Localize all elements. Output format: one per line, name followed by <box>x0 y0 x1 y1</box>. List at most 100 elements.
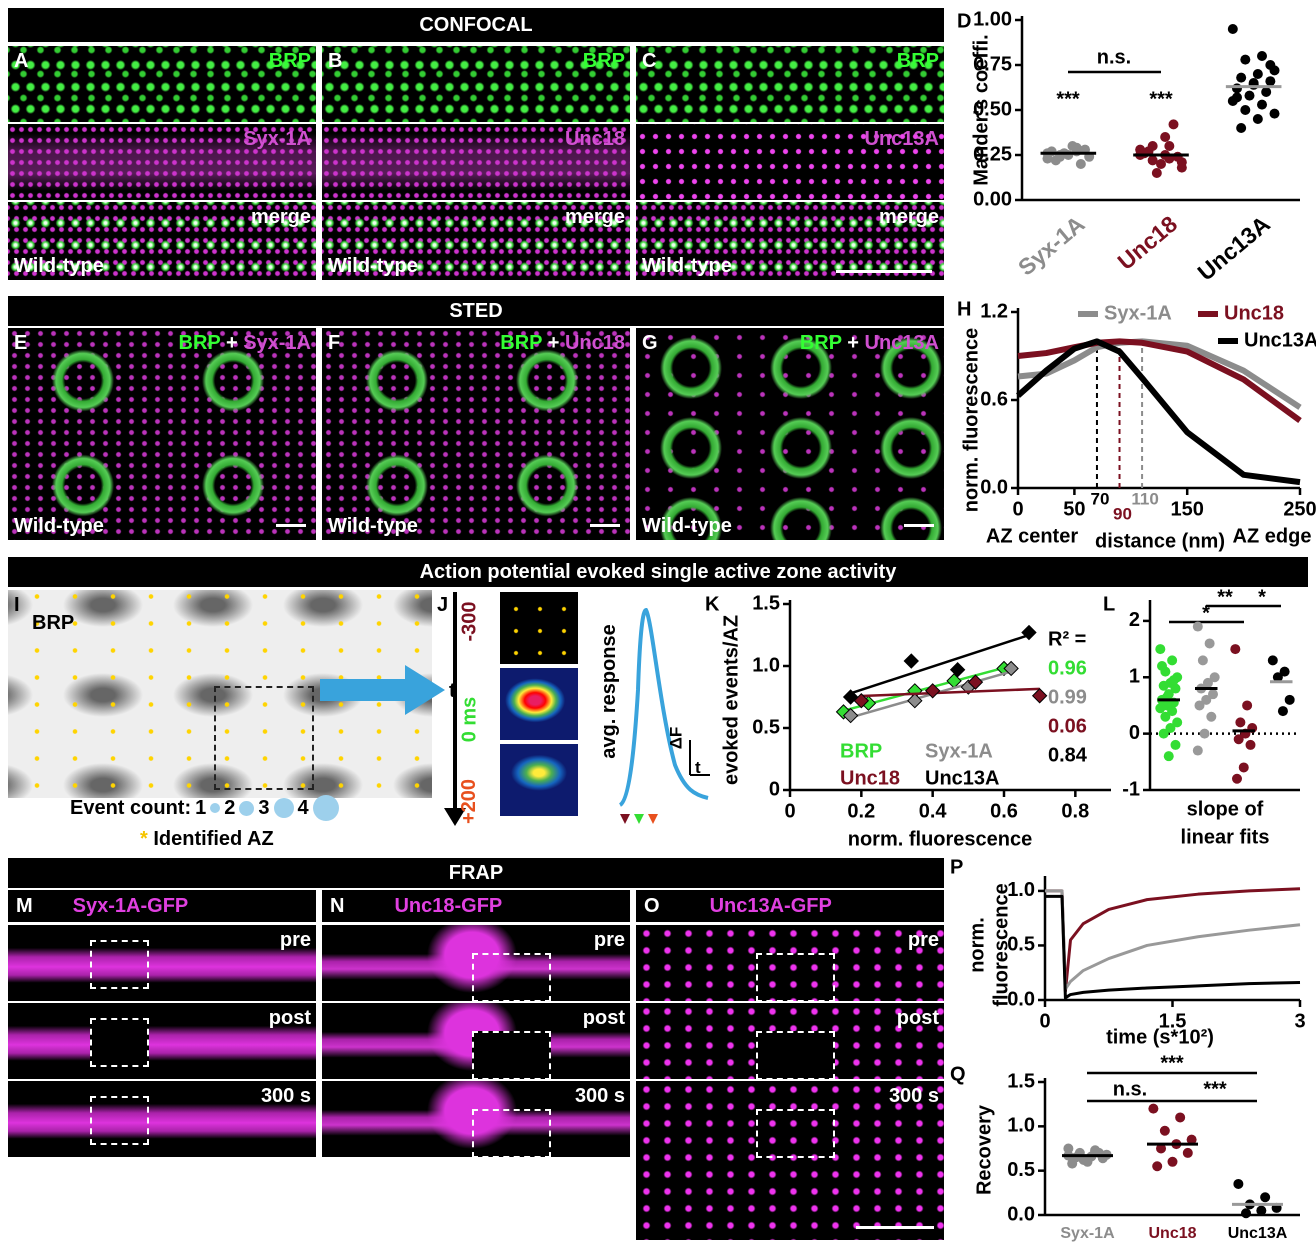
data-point <box>1240 55 1250 65</box>
data-point <box>1206 712 1216 722</box>
data-line <box>1045 891 1300 989</box>
data-point <box>1169 675 1179 685</box>
annotation: n.s. <box>1113 1078 1147 1100</box>
data-point <box>1033 689 1047 703</box>
data-point <box>1164 751 1174 761</box>
data-point <box>904 654 918 668</box>
annotation: *** <box>1056 88 1080 110</box>
x-tick-label: 0.6 <box>990 800 1018 822</box>
x-tick-label: 0.4 <box>919 800 948 822</box>
data-point <box>1152 1161 1162 1171</box>
data-point <box>1160 1126 1170 1136</box>
y-tick-label: 0.0 <box>1007 1203 1035 1225</box>
category-label: Unc18 <box>1148 1225 1196 1242</box>
legend-label: Syx-1A <box>1104 302 1172 324</box>
x-tick-label: 0 <box>1012 498 1023 520</box>
annotation: n.s. <box>1097 46 1131 68</box>
data-point <box>1268 655 1278 665</box>
legend-label: Syx-1A <box>925 740 993 762</box>
data-point <box>1159 681 1169 691</box>
y-tick-label: 1.5 <box>752 592 780 614</box>
data-point <box>1157 661 1167 671</box>
data-point <box>1148 1104 1158 1114</box>
data-point <box>1256 1206 1266 1216</box>
y-axis-label: Recovery <box>973 1104 995 1195</box>
data-point <box>1232 83 1242 93</box>
annotation: *** <box>1149 88 1173 110</box>
data-point <box>1042 154 1052 164</box>
y-tick-label: 0 <box>769 778 780 800</box>
data-point <box>1242 700 1252 710</box>
annotation: *** <box>1203 1078 1227 1100</box>
data-point <box>1233 1179 1243 1189</box>
data-point <box>1175 1112 1185 1122</box>
y-axis-label: Mander's coeffi. <box>970 34 992 185</box>
x-axis-label: linear fits <box>1181 826 1270 848</box>
x-axis-label: slope of <box>1187 798 1264 820</box>
data-point <box>1155 644 1165 654</box>
y-axis-label: norm. <box>966 917 988 973</box>
y-tick-label: 0.6 <box>980 388 1008 410</box>
data-point <box>1278 706 1288 716</box>
category-label: Unc18 <box>1113 210 1183 274</box>
data-point <box>1285 695 1295 705</box>
data-point <box>1239 762 1249 772</box>
x-tick-label: 250 <box>1283 498 1316 520</box>
y-tick-label: 2 <box>1129 609 1140 631</box>
y-tick-label: 0.5 <box>1007 1159 1035 1181</box>
y-axis-label: fluorescence <box>990 883 1012 1006</box>
y-tick-label: 1.0 <box>1007 1115 1035 1137</box>
data-point <box>1257 100 1267 110</box>
data-point <box>1253 69 1263 79</box>
y-axis-label: norm. fluorescence <box>960 328 982 513</box>
y-tick-label: 1.0 <box>752 654 780 676</box>
data-point <box>1183 1148 1193 1158</box>
data-point <box>1193 622 1203 632</box>
annotation: * <box>1202 602 1210 624</box>
data-point <box>1205 638 1215 648</box>
panel-letter: P <box>950 856 963 878</box>
data-point <box>1160 132 1170 142</box>
data-point <box>1160 712 1170 722</box>
x-tick-label: 3 <box>1294 1010 1305 1032</box>
panel-letter: D <box>957 10 971 32</box>
y-tick-label: 1 <box>1129 666 1140 688</box>
y-tick-label: 0 <box>1129 722 1140 744</box>
data-point <box>1230 644 1240 654</box>
data-line <box>1018 341 1300 482</box>
data-point <box>1241 1208 1251 1218</box>
data-point <box>1270 109 1280 119</box>
data-point <box>1159 729 1169 739</box>
data-point <box>1171 740 1181 750</box>
data-point <box>1164 141 1174 151</box>
data-line <box>1045 896 1300 997</box>
x-tick-label: 0.2 <box>847 800 875 822</box>
reference-label: 70 <box>1090 489 1109 508</box>
charts: D0.000.250.500.751.00Mander's coeffi.n.s… <box>0 0 1316 1244</box>
y-tick-label: 1.5 <box>1007 1070 1035 1092</box>
data-point <box>1240 105 1250 115</box>
x-tick-label: 50 <box>1063 498 1085 520</box>
data-point <box>1232 774 1242 784</box>
y-tick-label: 0.5 <box>752 716 780 738</box>
panel-letter: Q <box>950 1063 966 1085</box>
y-tick-label: 0.0 <box>980 476 1008 498</box>
y-tick-label: 1.00 <box>973 8 1012 30</box>
x-tick-label: 0 <box>784 800 795 822</box>
r2-value: 0.84 <box>1048 744 1088 766</box>
y-tick-label: 0.00 <box>973 188 1012 210</box>
reference-label: 110 <box>1131 489 1158 508</box>
reference-label: 90 <box>1113 504 1132 523</box>
panel-letter: H <box>957 298 971 320</box>
x-axis-label: time (s*10²) <box>1106 1026 1214 1048</box>
data-point <box>1261 87 1271 97</box>
data-point <box>1076 159 1086 169</box>
data-point <box>1168 1157 1178 1167</box>
data-point <box>1265 76 1275 86</box>
data-point <box>1156 159 1166 169</box>
data-point <box>1253 114 1263 124</box>
data-point <box>1193 746 1203 756</box>
panel-letter: K <box>705 593 720 615</box>
y-tick-label: -1 <box>1122 778 1140 800</box>
data-point <box>1090 1145 1100 1155</box>
